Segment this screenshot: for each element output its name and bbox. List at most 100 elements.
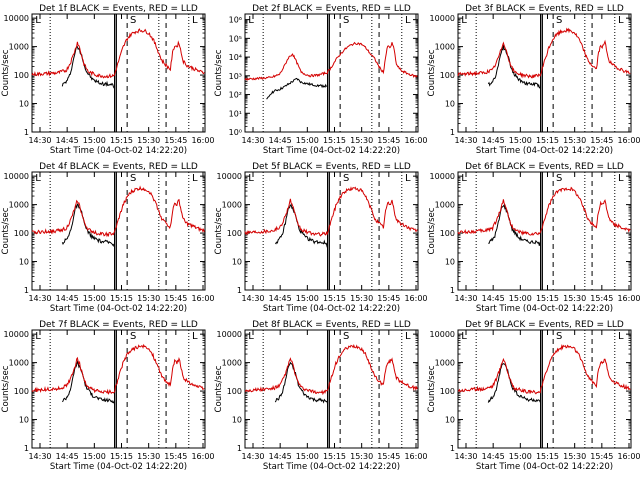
y-tick-label: 100 (440, 229, 455, 238)
marker-glyph-left: L (35, 173, 41, 184)
series-line-lld (31, 343, 205, 395)
panel-title: Det 7f BLACK = Events, RED = LLD (39, 320, 198, 330)
series-line-events (487, 363, 542, 404)
y-tick-label: 10 (445, 416, 455, 425)
y-tick-label: 10⁶ (229, 16, 242, 25)
series-line-events (61, 360, 116, 406)
y-tick-label: 1000 (9, 201, 29, 210)
x-tick-label: 15:00 (83, 452, 106, 461)
x-tick-label: 16:00 (617, 294, 640, 303)
y-tick-label: 100 (227, 229, 242, 238)
marker-glyph-mid: S (556, 173, 562, 184)
marker-glyph-right: L (405, 331, 411, 342)
x-tick-label: 15:30 (563, 294, 586, 303)
series-line-lld (244, 186, 418, 237)
x-tick-label: 15:30 (350, 294, 373, 303)
plot-frame (31, 13, 206, 133)
chart-panel-5: Det 5f BLACK = Events, RED = LLD 1 10 100 10… (214, 162, 428, 314)
x-axis-label: Start Time (04-Oct-02 14:22:20) (263, 304, 400, 314)
marker-glyph-left: L (248, 15, 254, 26)
marker-glyph-left: L (248, 331, 254, 342)
y-tick-label: 1 (450, 444, 455, 453)
marker-glyph-right: L (405, 15, 411, 26)
series-line-events (61, 203, 115, 247)
x-tick-label: 15:30 (563, 452, 586, 461)
panel-title: Det 9f BLACK = Events, RED = LLD (465, 320, 624, 330)
y-tick-label: 1 (24, 286, 29, 295)
x-tick-label: 16:00 (191, 294, 214, 303)
x-tick-label: 15:30 (350, 136, 373, 145)
y-tick-label: 10 (445, 100, 455, 109)
x-tick-label: 14:30 (241, 136, 264, 145)
marker-glyph-mid: S (130, 173, 136, 184)
panel-title: Det 6f BLACK = Events, RED = LLD (465, 162, 624, 172)
x-tick-label: 15:15 (110, 294, 133, 303)
x-tick-label: 16:00 (404, 294, 427, 303)
series-line-lld (244, 41, 418, 81)
y-tick-label: 10¹ (229, 109, 242, 118)
y-tick-label: 1000 (435, 201, 455, 210)
y-tick-label: 1 (450, 286, 455, 295)
chart-panel-1: Det 1f BLACK = Events, RED = LLD 1 10 100 10… (1, 4, 215, 156)
y-tick-label: 10000 (4, 330, 29, 339)
plot-frame (244, 329, 419, 449)
chart-panel-3: Det 3f BLACK = Events, RED = LLD 1 10 100 10… (427, 4, 640, 156)
marker-glyph-right: L (618, 173, 624, 184)
marker-glyph-right: L (192, 331, 198, 342)
y-axis-label: Counts/sec (1, 49, 11, 96)
plot-frame (457, 329, 632, 449)
x-tick-label: 14:45 (56, 294, 79, 303)
x-tick-label: 15:00 (509, 136, 532, 145)
y-axis-label: Counts/sec (214, 49, 224, 96)
x-tick-label: 15:15 (536, 452, 559, 461)
x-tick-label: 15:15 (536, 136, 559, 145)
x-axis-label: Start Time (04-Oct-02 14:22:20) (476, 146, 613, 156)
x-axis-label: Start Time (04-Oct-02 14:22:20) (476, 304, 613, 314)
chart-panel-7: Det 7f BLACK = Events, RED = LLD 1 10 100 10… (1, 320, 215, 472)
y-tick-label: 10³ (229, 72, 242, 81)
y-tick-label: 1000 (222, 201, 242, 210)
y-tick-label: 100 (227, 387, 242, 396)
y-axis-label: Counts/sec (427, 207, 437, 254)
y-tick-label: 10 (19, 416, 29, 425)
y-tick-label: 10 (19, 100, 29, 109)
x-tick-label: 15:45 (590, 136, 613, 145)
y-axis-label: Counts/sec (214, 207, 224, 254)
y-tick-label: 10000 (430, 172, 455, 181)
plot-frame (457, 13, 632, 133)
x-axis-label: Start Time (04-Oct-02 14:22:20) (476, 462, 613, 472)
marker-glyph-mid: S (343, 173, 349, 184)
marker-glyph-left: L (248, 173, 254, 184)
plot-frame (244, 13, 419, 133)
marker-glyph-mid: S (343, 331, 349, 342)
x-tick-label: 15:30 (563, 136, 586, 145)
marker-glyph-mid: S (130, 15, 136, 26)
series-line-events (266, 77, 327, 100)
marker-glyph-right: L (618, 331, 624, 342)
x-tick-label: 14:30 (454, 294, 477, 303)
x-tick-label: 15:15 (323, 136, 346, 145)
y-axis-label: Counts/sec (427, 49, 437, 96)
x-tick-label: 15:00 (509, 294, 532, 303)
marker-glyph-left: L (35, 331, 41, 342)
y-tick-label: 10000 (4, 14, 29, 23)
y-tick-label: 1000 (9, 43, 29, 52)
series-line-lld (457, 344, 631, 395)
chart-panel-6: Det 6f BLACK = Events, RED = LLD 1 10 100 10… (427, 162, 640, 314)
marker-glyph-right: L (405, 173, 411, 184)
x-tick-label: 15:15 (110, 452, 133, 461)
y-tick-label: 10⁴ (229, 53, 242, 62)
series-line-events (488, 203, 542, 246)
y-tick-label: 10⁰ (229, 128, 242, 137)
x-tick-label: 16:00 (617, 452, 640, 461)
y-axis-label: Counts/sec (1, 207, 11, 254)
marker-glyph-left: L (35, 15, 41, 26)
chart-panel-8: Det 8f BLACK = Events, RED = LLD 1 10 100 10… (214, 320, 428, 472)
x-tick-label: 15:00 (296, 294, 319, 303)
x-tick-label: 15:45 (590, 452, 613, 461)
chart-panel-4: Det 4f BLACK = Events, RED = LLD 1 10 100 10… (1, 162, 215, 314)
y-tick-label: 1 (24, 128, 29, 137)
series-line-events (487, 45, 542, 89)
plot-frame (244, 171, 419, 291)
